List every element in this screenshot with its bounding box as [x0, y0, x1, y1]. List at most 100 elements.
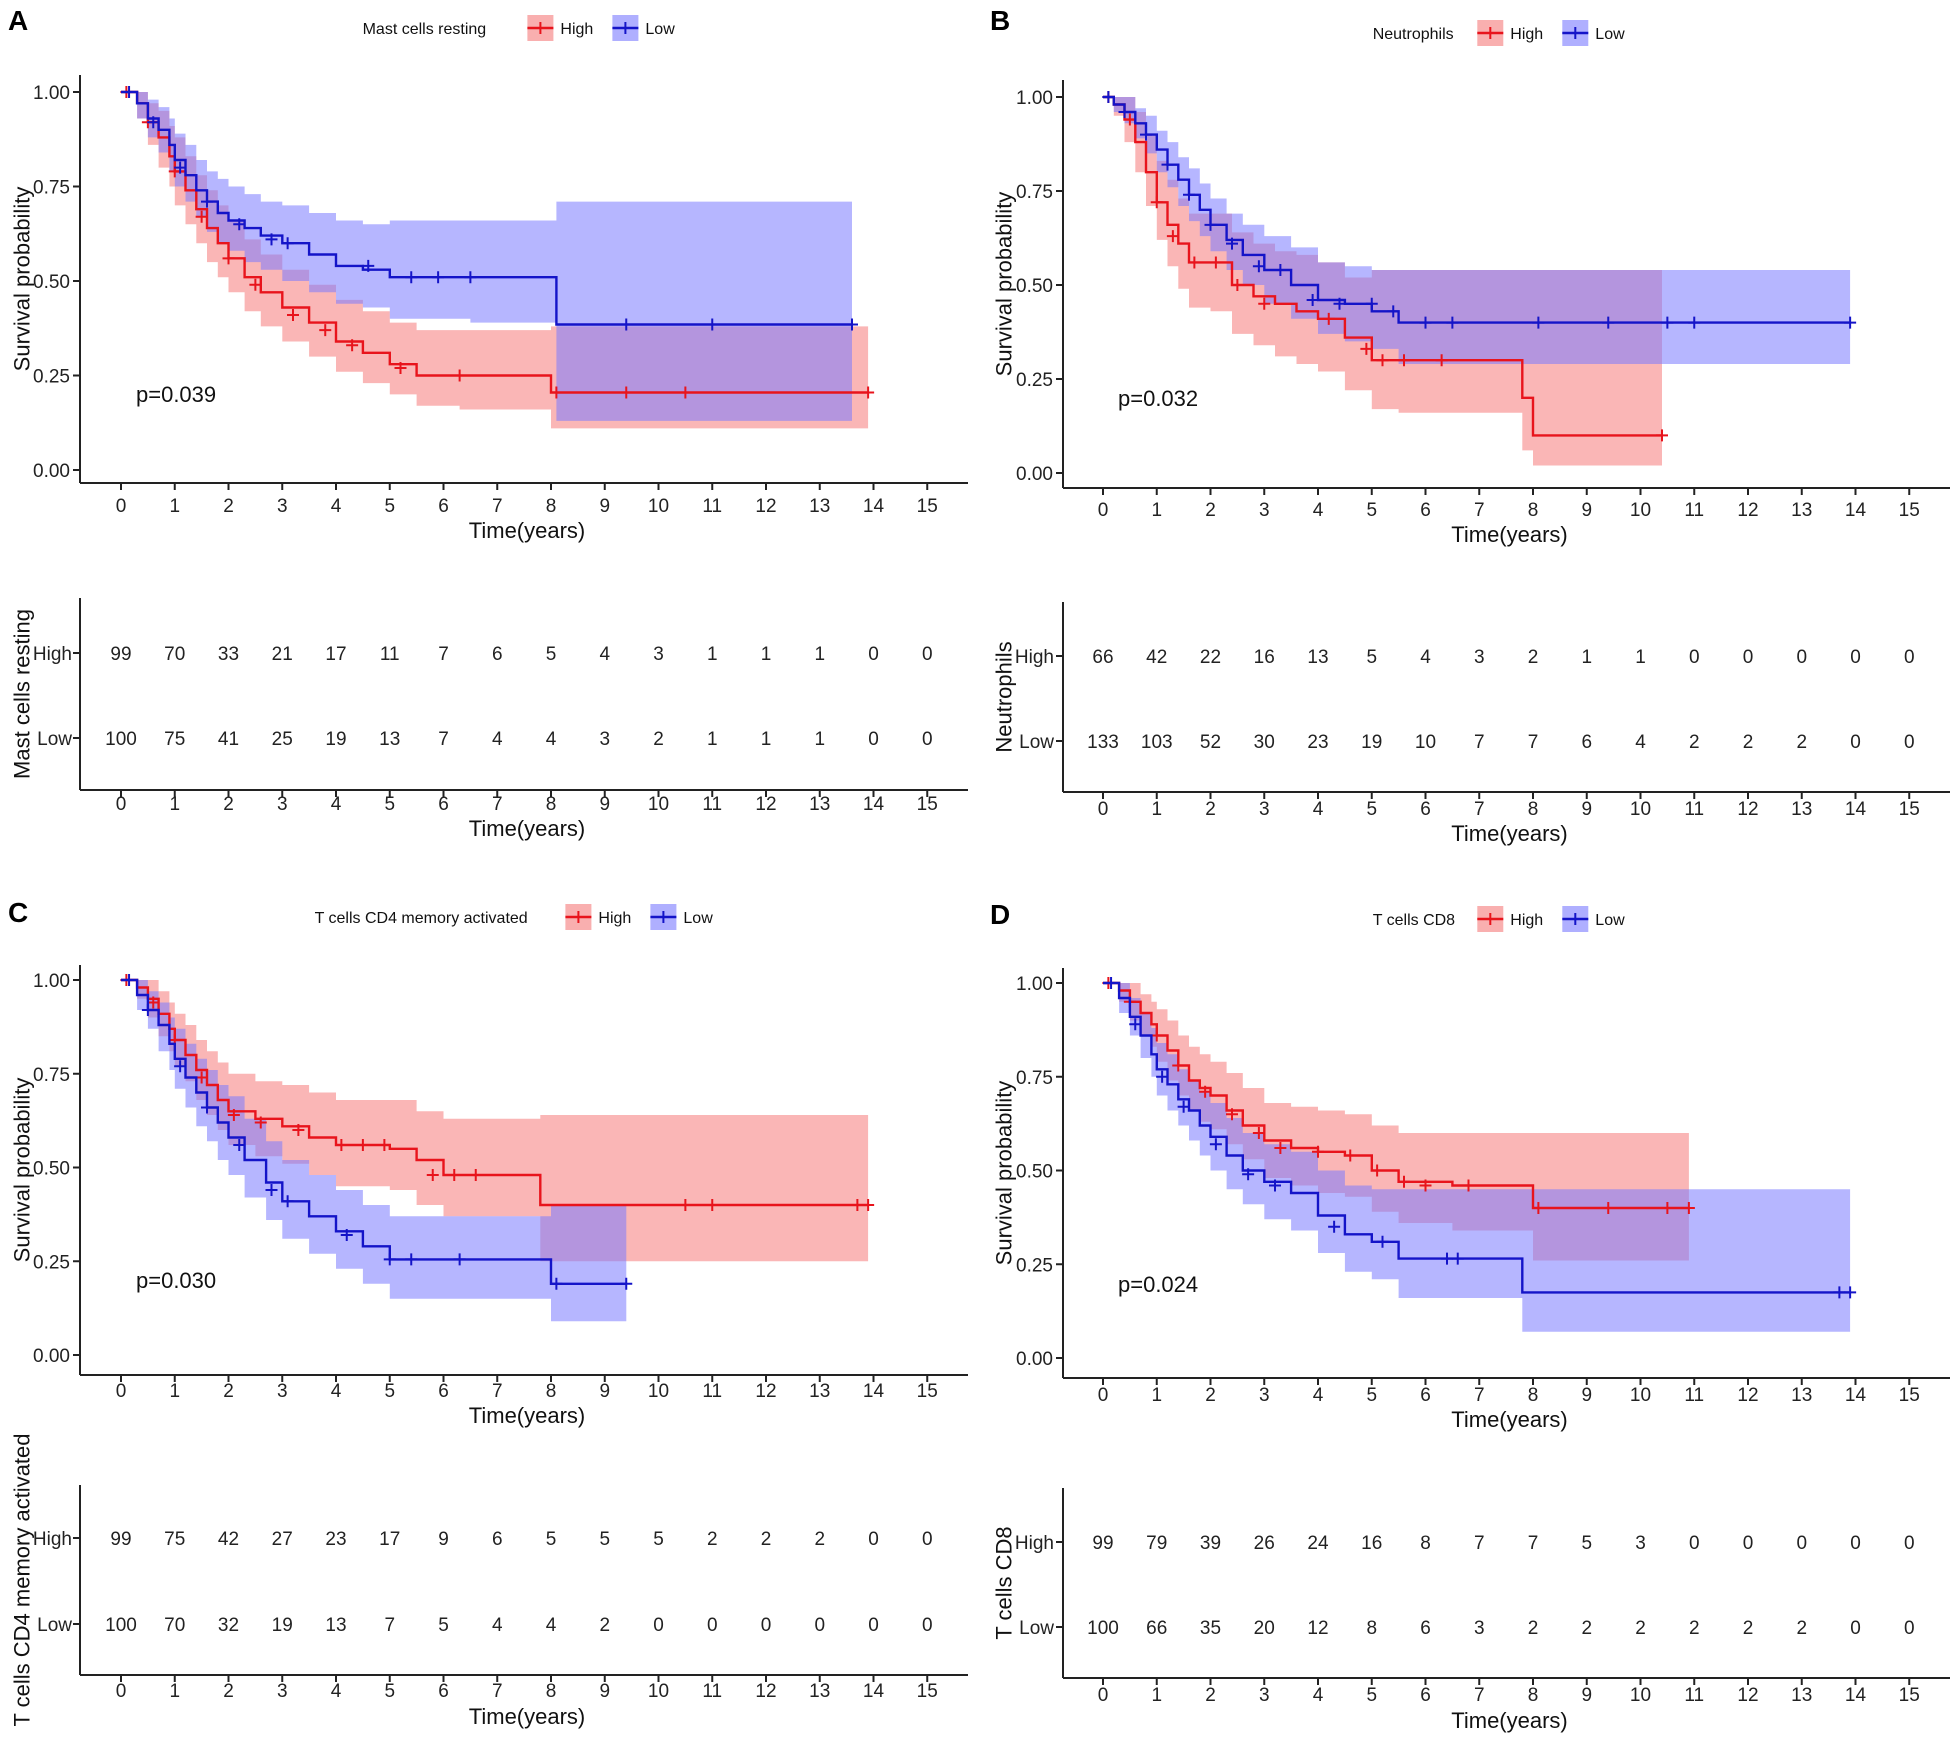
x-tick-label: 0: [1098, 1385, 1109, 1406]
risk-x-tick-label: 6: [438, 794, 449, 815]
p-value: p=0.039: [136, 382, 216, 407]
censor-mark-high: [227, 1109, 240, 1121]
risk-count: 0: [1904, 1533, 1915, 1554]
censor-mark-low: [1328, 1220, 1341, 1233]
risk-count: 10: [1415, 732, 1436, 753]
censor-mark-high: [453, 369, 466, 382]
risk-count: 0: [1689, 647, 1700, 668]
censor-mark-high: [1123, 113, 1136, 126]
x-tick-label: 12: [1737, 500, 1758, 521]
risk-count: 6: [1581, 732, 1592, 753]
censor-mark-high: [426, 1169, 439, 1181]
x-tick-label: 6: [1420, 1385, 1431, 1406]
risk-row-label-low: Low: [1019, 1618, 1054, 1639]
risk-count: 7: [438, 644, 449, 665]
x-tick-label: 3: [1259, 1385, 1270, 1406]
risk-count: 3: [599, 729, 610, 750]
x-tick-label: 3: [1259, 500, 1270, 521]
risk-count: 41: [218, 729, 239, 750]
risk-x-tick-label: 5: [1366, 799, 1377, 820]
risk-count: 2: [1581, 1618, 1592, 1639]
y-tick-label: 0.00: [1016, 1349, 1053, 1370]
x-tick-label: 3: [277, 1381, 288, 1402]
x-axis-title: Time(years): [469, 518, 586, 543]
risk-y-axis-title: Neutrophils: [992, 641, 1017, 752]
censor-mark-low: [265, 1184, 278, 1196]
censor-mark-low: [1365, 297, 1378, 310]
censor-mark-low: [706, 318, 719, 331]
censor-mark-high: [1166, 230, 1179, 243]
risk-count: 17: [379, 1529, 400, 1550]
x-tick-label: 7: [492, 1381, 503, 1402]
censor-mark-low: [123, 974, 136, 986]
censor-mark-high: [679, 386, 692, 399]
y-tick-label: 0.50: [1016, 276, 1053, 297]
x-axis-title: Time(years): [1451, 1407, 1568, 1432]
risk-x-tick-label: 15: [917, 794, 938, 815]
censor-mark-low: [620, 318, 633, 331]
censor-mark-low: [201, 195, 213, 208]
x-tick-label: 9: [599, 496, 610, 517]
censor-mark-high: [1435, 354, 1448, 367]
censor-mark-low: [1226, 237, 1238, 250]
risk-count: 0: [653, 1615, 664, 1636]
censor-mark-low: [174, 1060, 187, 1073]
x-tick-label: 6: [438, 1381, 449, 1402]
x-tick-label: 10: [648, 496, 669, 517]
risk-count: 5: [599, 1529, 610, 1550]
risk-count: 103: [1141, 732, 1173, 753]
risk-count: 30: [1254, 732, 1275, 753]
censor-mark-low: [1204, 218, 1217, 231]
risk-x-axis-title: Time(years): [1451, 821, 1568, 846]
risk-count: 1: [761, 644, 772, 665]
censor-mark-low: [174, 161, 187, 174]
censor-mark-high: [394, 361, 407, 374]
legend: T cells CD4 memory activated High Low: [315, 904, 713, 930]
risk-count: 8: [1366, 1618, 1377, 1639]
risk-row-label-high: High: [33, 1529, 72, 1550]
risk-count: 35: [1200, 1618, 1221, 1639]
risk-count: 5: [1581, 1533, 1592, 1554]
risk-count: 0: [1689, 1533, 1700, 1554]
x-tick-label: 11: [1684, 1385, 1704, 1406]
legend-title: T cells CD8: [1373, 912, 1455, 929]
x-tick-label: 15: [917, 496, 938, 517]
risk-count: 1: [707, 729, 718, 750]
censor-mark-high: [1419, 1179, 1432, 1192]
x-tick-label: 4: [331, 496, 342, 517]
censor-mark-high: [1371, 1164, 1384, 1177]
risk-x-tick-label: 11: [702, 794, 722, 815]
censor-mark-low: [464, 271, 477, 284]
risk-x-tick-label: 8: [546, 1681, 557, 1702]
y-tick-label: 0.75: [33, 1065, 70, 1086]
censor-mark-low: [453, 1253, 466, 1266]
risk-count: 0: [1796, 647, 1807, 668]
x-tick-label: 13: [809, 1381, 830, 1402]
censor-mark-low: [1306, 294, 1319, 307]
x-tick-label: 10: [648, 1381, 669, 1402]
risk-count: 17: [325, 644, 346, 665]
x-tick-label: 5: [384, 1381, 395, 1402]
x-tick-label: 15: [1899, 1385, 1920, 1406]
x-tick-label: 15: [917, 1381, 938, 1402]
censor-mark-high: [1172, 1059, 1185, 1072]
x-tick-label: 14: [1845, 500, 1867, 521]
risk-count: 2: [1796, 1618, 1807, 1639]
censor-mark-low: [265, 233, 278, 246]
risk-x-tick-label: 11: [1684, 1685, 1704, 1706]
censor-mark-high: [1150, 1029, 1163, 1042]
risk-count: 4: [1635, 732, 1646, 753]
survival-curve-high: [121, 978, 869, 1207]
risk-count: 75: [164, 1529, 185, 1550]
risk-count: 11: [380, 644, 400, 665]
risk-count: 16: [1254, 647, 1275, 668]
x-tick-label: 4: [1313, 1385, 1324, 1406]
risk-x-tick-label: 9: [599, 794, 610, 815]
y-tick-label: 0.50: [33, 272, 70, 293]
censor-mark-low: [1419, 316, 1432, 329]
risk-count: 0: [814, 1615, 825, 1636]
censor-mark-low: [1602, 316, 1615, 329]
risk-count: 70: [164, 1615, 185, 1636]
risk-row-label-low: Low: [37, 729, 72, 750]
censor-mark-low: [141, 1004, 154, 1016]
